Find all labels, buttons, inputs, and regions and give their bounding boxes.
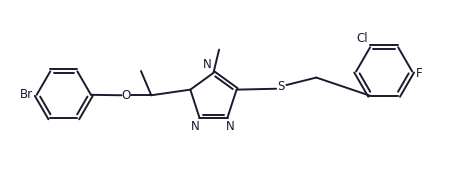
Text: Cl: Cl xyxy=(356,32,368,45)
Text: O: O xyxy=(121,89,131,102)
Text: N: N xyxy=(191,121,200,134)
Text: S: S xyxy=(278,80,285,93)
Text: Br: Br xyxy=(20,88,33,101)
Text: F: F xyxy=(416,67,423,80)
Text: N: N xyxy=(203,57,212,71)
Text: N: N xyxy=(226,121,234,134)
